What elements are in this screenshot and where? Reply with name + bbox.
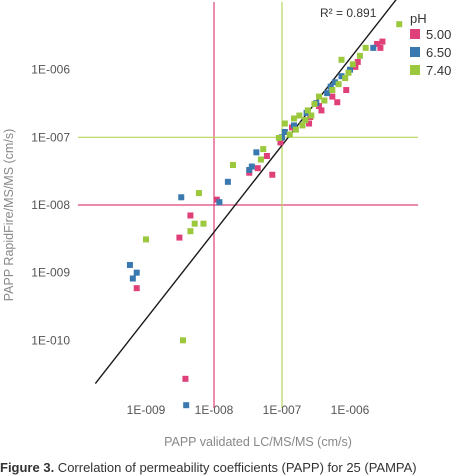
y-tick-label-0: 1E-010 bbox=[31, 333, 70, 347]
data-point-ph-5-00-3 bbox=[187, 212, 194, 219]
data-point-ph-7-40-3 bbox=[191, 220, 198, 227]
legend-entry-2: 7.40 bbox=[426, 63, 451, 78]
legend-swatch-2 bbox=[410, 65, 420, 75]
reference-lines bbox=[78, 2, 418, 408]
y-axis-label: PAPP RapidFire/MS/MS (cm/s) bbox=[2, 129, 16, 302]
data-point-ph-6-50-11 bbox=[281, 128, 288, 135]
data-point-ph-7-40-10 bbox=[281, 120, 288, 127]
caption-text: Correlation of permeability coefficients… bbox=[54, 460, 417, 475]
data-point-ph-7-40-7 bbox=[257, 156, 264, 163]
data-point-ph-6-50-8 bbox=[248, 163, 255, 170]
legend-swatch-1 bbox=[410, 47, 420, 57]
y-tick-label-2: 1E-008 bbox=[31, 198, 70, 212]
r-squared-annotation: R² = 0.891 bbox=[320, 6, 377, 20]
data-point-ph-7-40-25 bbox=[342, 75, 349, 82]
data-point-ph-6-50-0 bbox=[126, 261, 133, 268]
data-point-ph-5-00-9 bbox=[277, 139, 284, 146]
data-point-ph-7-40-30 bbox=[396, 21, 403, 28]
x-tick-label-2: 1E-007 bbox=[263, 403, 302, 417]
data-point-ph-5-00-7 bbox=[263, 152, 270, 159]
data-point-ph-7-40-17 bbox=[304, 107, 311, 114]
data-point-ph-5-00-6 bbox=[254, 165, 261, 172]
data-point-ph-7-40-13 bbox=[292, 126, 299, 133]
data-point-ph-5-00-15 bbox=[329, 93, 336, 100]
data-point-ph-7-40-26 bbox=[345, 69, 352, 76]
data-point-ph-7-40-6 bbox=[229, 162, 236, 169]
data-point-ph-5-00-8 bbox=[269, 171, 276, 178]
data-point-ph-5-00-11 bbox=[306, 120, 313, 127]
figure-caption: Figure 3. Correlation of permeability co… bbox=[0, 460, 474, 476]
data-point-ph-6-50-12 bbox=[290, 122, 297, 129]
x-tick-label-3: 1E-006 bbox=[331, 403, 370, 417]
data-point-ph-7-40-18 bbox=[308, 112, 315, 119]
scatter-chart: 1E-009 1E-008 1E-007 1E-006 1E-010 1E-009 1E-0… bbox=[2, 0, 451, 449]
data-point-ph-5-00-0 bbox=[133, 285, 140, 292]
data-point-ph-6-50-10 bbox=[279, 134, 285, 141]
legend-entry-0: 5.00 bbox=[426, 27, 451, 42]
data-point-ph-6-50-15 bbox=[324, 90, 331, 97]
data-points bbox=[126, 21, 403, 409]
regression-line bbox=[94, 0, 397, 384]
data-point-ph-7-40-5 bbox=[200, 220, 207, 227]
y-tick-label-4: 1E-006 bbox=[31, 63, 70, 77]
axis-ticks: 1E-009 1E-008 1E-007 1E-006 1E-010 1E-009 1E-0… bbox=[31, 63, 369, 417]
legend-entry-1: 6.50 bbox=[426, 45, 451, 60]
y-tick-label-1: 1E-009 bbox=[31, 266, 70, 280]
data-point-ph-6-50-6 bbox=[224, 178, 231, 185]
data-point-ph-5-00-2 bbox=[182, 375, 189, 382]
data-point-ph-7-40-2 bbox=[187, 228, 194, 235]
data-point-ph-7-40-14 bbox=[296, 112, 303, 119]
legend: pH 5.00 6.50 7.40 bbox=[410, 11, 451, 78]
x-axis-label: PAPP validated LC/MS/MS (cm/s) bbox=[164, 435, 352, 449]
data-point-ph-7-40-29 bbox=[362, 44, 369, 51]
data-point-ph-7-40-15 bbox=[299, 122, 306, 129]
data-point-ph-7-40-8 bbox=[260, 146, 267, 153]
data-point-ph-5-00-21 bbox=[377, 44, 384, 51]
data-point-ph-7-40-12 bbox=[290, 115, 297, 122]
data-point-ph-7-40-22 bbox=[329, 87, 336, 94]
data-point-ph-7-40-1 bbox=[179, 337, 186, 344]
data-point-ph-7-40-23 bbox=[335, 81, 342, 88]
data-point-ph-6-50-20 bbox=[370, 44, 377, 51]
data-point-ph-5-00-20 bbox=[374, 40, 381, 47]
y-tick-label-3: 1E-007 bbox=[31, 130, 70, 144]
data-point-ph-6-50-1 bbox=[129, 275, 136, 282]
data-point-ph-7-40-4 bbox=[195, 190, 202, 197]
data-point-ph-6-50-9 bbox=[253, 149, 260, 156]
data-point-ph-7-40-24 bbox=[338, 56, 345, 63]
data-point-ph-7-40-27 bbox=[349, 61, 356, 68]
data-point-ph-7-40-21 bbox=[321, 97, 328, 104]
data-point-ph-5-00-1 bbox=[176, 234, 183, 241]
data-point-ph-6-50-4 bbox=[183, 402, 190, 409]
data-point-ph-6-50-3 bbox=[178, 194, 185, 201]
data-point-ph-6-50-7 bbox=[246, 166, 253, 173]
data-point-ph-7-40-0 bbox=[143, 236, 149, 243]
data-point-ph-6-50-17 bbox=[331, 79, 338, 86]
data-point-ph-5-00-22 bbox=[379, 38, 386, 45]
data-point-ph-6-50-2 bbox=[133, 269, 140, 276]
data-point-ph-7-40-28 bbox=[356, 52, 363, 59]
data-point-ph-5-00-19 bbox=[354, 58, 361, 65]
data-point-ph-6-50-19 bbox=[347, 66, 353, 73]
data-point-ph-7-40-11 bbox=[286, 131, 293, 138]
data-point-ph-7-40-20 bbox=[315, 93, 322, 100]
data-point-ph-7-40-16 bbox=[302, 117, 309, 124]
caption-label: Figure 3. bbox=[0, 460, 55, 475]
data-point-ph-5-00-17 bbox=[343, 87, 350, 94]
data-point-ph-5-00-14 bbox=[318, 107, 325, 114]
x-tick-label-1: 1E-008 bbox=[195, 403, 234, 417]
data-point-ph-6-50-18 bbox=[338, 73, 345, 80]
legend-title: pH bbox=[410, 11, 427, 26]
x-tick-label-0: 1E-009 bbox=[127, 403, 166, 417]
fit-line-layer bbox=[94, 0, 397, 384]
data-point-ph-6-50-5 bbox=[216, 199, 223, 206]
data-point-ph-6-50-16 bbox=[327, 83, 334, 90]
data-point-ph-5-00-16 bbox=[334, 99, 341, 106]
data-point-ph-7-40-19 bbox=[311, 101, 318, 108]
legend-swatch-0 bbox=[410, 29, 420, 39]
data-point-ph-7-40-9 bbox=[275, 134, 282, 141]
